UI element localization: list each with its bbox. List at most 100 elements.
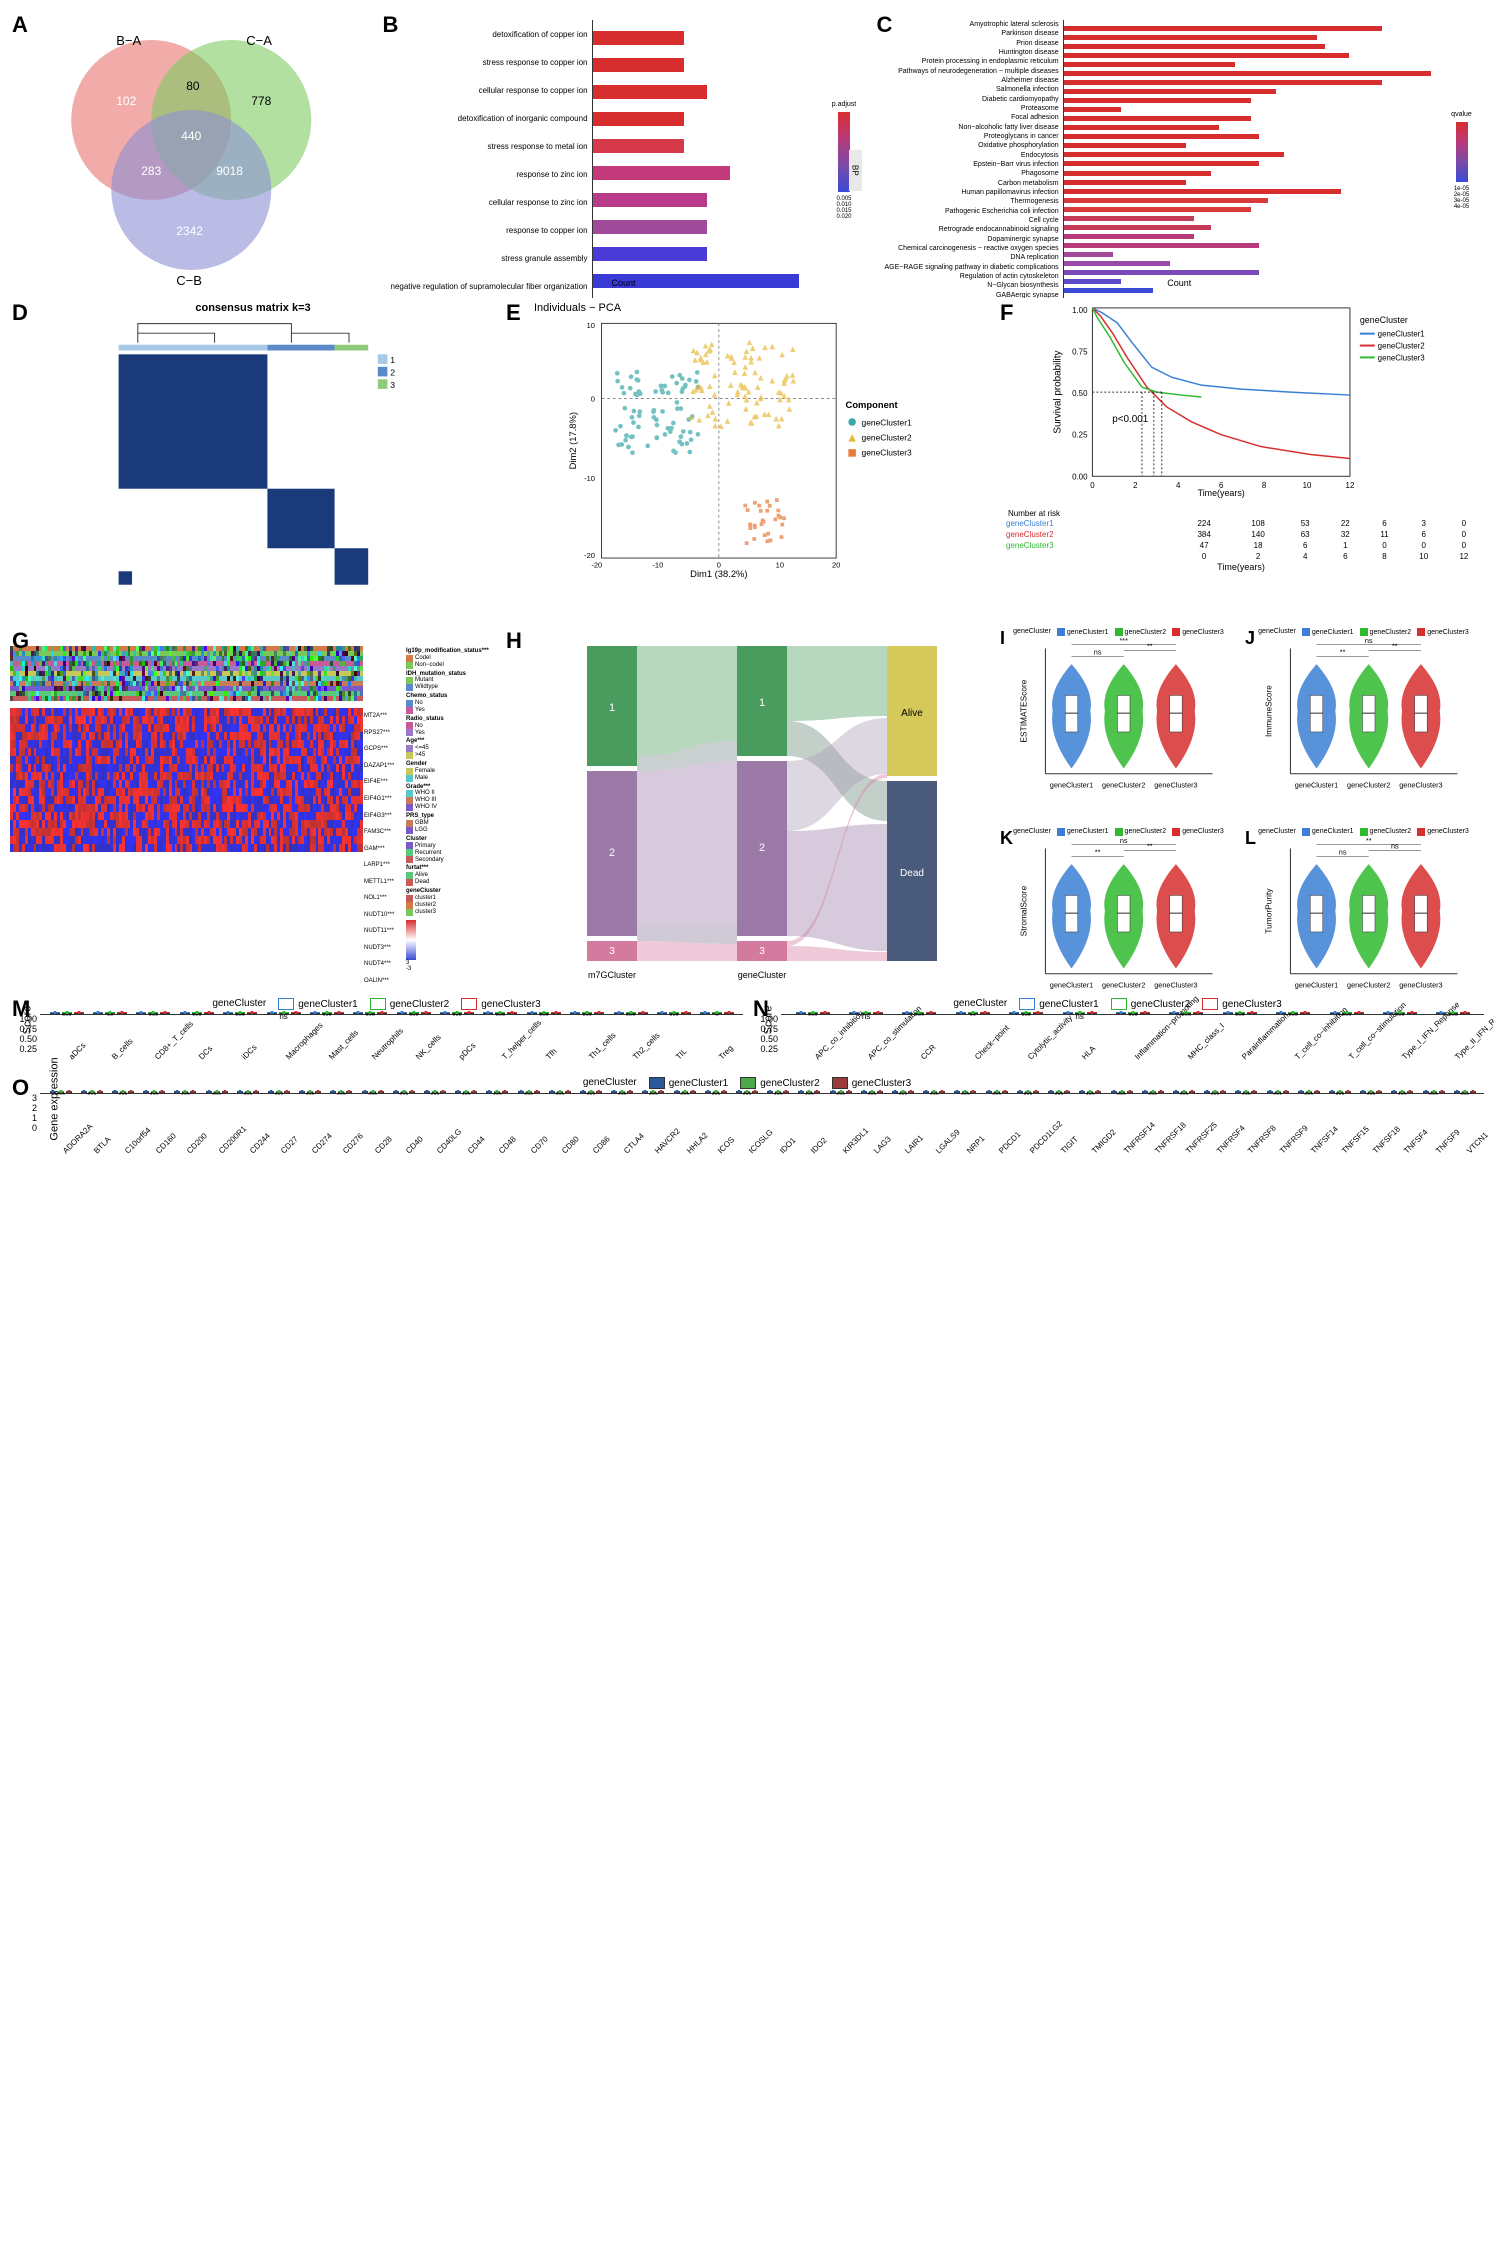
- heatmap-annotations: [10, 646, 362, 708]
- svg-text:-10: -10: [584, 474, 595, 483]
- svg-text:0.75: 0.75: [1072, 347, 1088, 356]
- svg-text:geneCluster2: geneCluster2: [1347, 780, 1390, 789]
- panel-c-bars-area: [1063, 20, 1439, 300]
- svg-text:geneCluster: geneCluster: [738, 970, 787, 980]
- svg-text:2: 2: [390, 367, 395, 377]
- svg-text:geneCluster2: geneCluster2: [1378, 342, 1425, 351]
- panel-c-xlabel: Count: [1167, 278, 1191, 288]
- panel-n-boxplot: N geneCluster geneCluster1 geneCluster2 …: [751, 994, 1484, 1065]
- risk-xlabel: Time(years): [998, 562, 1484, 572]
- panel-d-consensus: D consensus matrix k=3 1 2 3: [10, 298, 496, 618]
- svg-text:ns: ns: [1339, 847, 1347, 856]
- panel-m-plot: Score 1.000.750.500.25 ***aDCs**B_cells*…: [40, 1014, 743, 1015]
- svg-text:**: **: [1392, 641, 1398, 650]
- heatmap-legend: Ig19p_modification_status***CodelNon−cod…: [406, 646, 496, 1006]
- svg-text:-20: -20: [584, 551, 595, 560]
- svg-text:***: ***: [1119, 638, 1128, 645]
- pca-svg: Dim1 (38.2%) Dim2 (17.8%) -20 -10 0 10 2…: [504, 314, 990, 596]
- svg-text:1: 1: [609, 702, 615, 714]
- svg-text:4: 4: [1176, 481, 1181, 490]
- svg-text:ImmuneScore: ImmuneScore: [1264, 685, 1274, 737]
- panel-a-venn: A B−A C−A C−B 102 778 2342 80 283 9018 4…: [10, 10, 373, 290]
- panel-b-gradient-vals: 0.0050.0100.0150.020: [836, 196, 851, 220]
- svg-text:1.00: 1.00: [1072, 306, 1088, 315]
- svg-text:2: 2: [759, 842, 765, 854]
- panel-c-gradient-title: qvalue: [1451, 111, 1472, 118]
- figure-grid: A B−A C−A C−B 102 778 2342 80 283 9018 4…: [10, 10, 1484, 1164]
- panel-c-gradient: [1456, 122, 1468, 182]
- svg-text:-10: -10: [652, 560, 663, 569]
- svg-text:**: **: [1366, 838, 1372, 845]
- panel-n-label: N: [753, 996, 769, 1022]
- svg-text:ns: ns: [1365, 638, 1373, 645]
- panel-m-label: M: [12, 996, 30, 1022]
- svg-text:3: 3: [390, 380, 395, 390]
- panel-m-boxplot: M geneCluster geneCluster1 geneCluster2 …: [10, 994, 743, 1065]
- panel-n-plot: Score 1.000.750.500.25 ***APC_co_inhibit…: [781, 1014, 1484, 1015]
- svg-text:ns: ns: [1120, 838, 1128, 845]
- panel-o-boxplot: O geneCluster geneCluster1 geneCluster2 …: [10, 1073, 1484, 1164]
- panel-i-violin: I geneCluster geneCluster1 geneCluster2 …: [998, 626, 1239, 822]
- svg-text:geneCluster2: geneCluster2: [862, 433, 912, 443]
- svg-text:**: **: [1147, 641, 1153, 650]
- svg-text:20: 20: [832, 560, 840, 569]
- svg-text:3: 3: [759, 946, 765, 957]
- svg-text:2: 2: [609, 847, 615, 859]
- svg-text:0: 0: [717, 560, 721, 569]
- svg-text:geneCluster3: geneCluster3: [862, 448, 912, 458]
- svg-text:2: 2: [1133, 481, 1137, 490]
- panel-o-label: O: [12, 1075, 29, 1101]
- panel-g-heatmap: G MT2A***RPS27***GCPS***DAZAP1***EIF4E**…: [10, 626, 496, 986]
- svg-text:8: 8: [1262, 481, 1267, 490]
- panel-o-plot: Gene expression 3210 ***ADORA2A***BTLA**…: [40, 1093, 1484, 1094]
- svg-text:m7GCluster: m7GCluster: [588, 970, 636, 980]
- svg-text:Component: Component: [846, 400, 898, 410]
- panel-a-label: A: [12, 12, 28, 38]
- panel-b-label: B: [383, 12, 399, 38]
- violin-legend-i: geneCluster geneCluster1 geneCluster2 ge…: [998, 626, 1239, 638]
- panel-l-violin: L geneCluster geneCluster1 geneCluster2 …: [1243, 826, 1484, 1022]
- panel-e-label: E: [506, 300, 521, 326]
- venn-ca-cb: 9018: [216, 164, 243, 178]
- svg-text:ns: ns: [1391, 841, 1399, 850]
- svg-text:0: 0: [1090, 481, 1095, 490]
- svg-text:3: 3: [609, 946, 615, 957]
- svg-text:Dead: Dead: [900, 868, 924, 879]
- sankey-svg: 1 2 3 1 2 3 Alive Dead: [504, 626, 990, 986]
- svg-text:geneCluster2: geneCluster2: [1102, 780, 1145, 789]
- svg-text:Dim2 (17.8%): Dim2 (17.8%): [568, 412, 578, 469]
- svg-text:geneCluster1: geneCluster1: [1050, 980, 1093, 989]
- panel-c-kegg-bars: C Amyotrophic lateral sclerosisParkinson…: [875, 10, 1485, 290]
- svg-text:Alive: Alive: [901, 708, 923, 719]
- svg-text:ns: ns: [1094, 648, 1102, 657]
- venn-ba-only: 102: [116, 94, 136, 108]
- venn-svg: B−A C−A C−B 102 778 2342 80 283 9018 440: [10, 10, 373, 290]
- panel-d-title: consensus matrix k=3: [10, 298, 496, 314]
- panel-f-survival: F p<0.001 Survival probability Time(year…: [998, 298, 1484, 618]
- svg-text:-20: -20: [591, 560, 602, 569]
- venn-ba-label: B−A: [116, 33, 141, 48]
- panel-d-label: D: [12, 300, 28, 326]
- panel-k-violin: K geneCluster geneCluster1 geneCluster2 …: [998, 826, 1239, 1022]
- panel-b-side-label: BP: [849, 150, 862, 191]
- svg-text:0.50: 0.50: [1072, 389, 1088, 398]
- svg-text:geneCluster3: geneCluster3: [1378, 353, 1426, 362]
- svg-text:**: **: [1147, 841, 1153, 850]
- panels-ijkl: I geneCluster geneCluster1 geneCluster2 …: [998, 626, 1484, 986]
- svg-text:10: 10: [776, 560, 784, 569]
- venn-ca-only: 778: [251, 94, 271, 108]
- risk-table-title: Number at risk: [998, 509, 1484, 518]
- svg-text:p<0.001: p<0.001: [1112, 414, 1149, 425]
- panel-b-ylabels: detoxification of copper ionstress respo…: [391, 20, 592, 300]
- svg-text:ESTIMATEScore: ESTIMATEScore: [1019, 679, 1029, 742]
- svg-text:1: 1: [390, 355, 395, 365]
- svg-text:geneCluster3: geneCluster3: [1154, 980, 1197, 989]
- venn-ba-ca: 80: [186, 79, 200, 93]
- svg-text:geneCluster: geneCluster: [1360, 315, 1408, 325]
- panel-e-pca: E Individuals − PCA Dim1 (38.2%) Dim2 (1…: [504, 298, 990, 618]
- panel-g-label: G: [12, 628, 29, 654]
- svg-text:**: **: [1340, 648, 1346, 657]
- venn-all: 440: [181, 129, 201, 143]
- panel-b-xlabel: Count: [611, 278, 635, 288]
- panel-h-label: H: [506, 628, 522, 654]
